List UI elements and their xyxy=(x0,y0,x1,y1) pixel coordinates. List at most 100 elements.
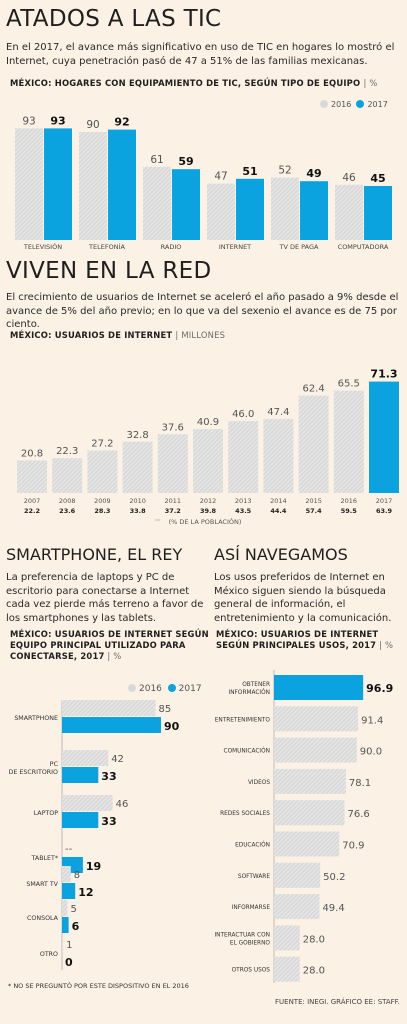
bar-2016 xyxy=(207,183,235,240)
section3-title: SMARTPHONE, EL REY xyxy=(6,545,183,564)
value-label-2017: 6 xyxy=(72,920,80,933)
bar-2016 xyxy=(62,936,64,952)
value-label-2017: 90 xyxy=(164,720,180,733)
percent-label: 33.8 xyxy=(130,507,147,515)
value-label-2016: 46 xyxy=(342,172,356,184)
value-label: 96.9 xyxy=(366,682,393,695)
value-label-2017: 19 xyxy=(86,860,101,873)
legend3-2016-label: 2016 xyxy=(139,684,162,694)
value-label: 27.2 xyxy=(91,439,113,450)
category-label: VIDEOS xyxy=(248,780,270,786)
category-label: EL GOBIERNO xyxy=(230,940,271,946)
section1-legend: 2016 2017 xyxy=(320,100,388,109)
bar-use xyxy=(274,768,346,794)
value-label: 71.3 xyxy=(370,368,397,381)
value-label-2016: -- xyxy=(65,844,73,855)
value-label: 65.5 xyxy=(338,379,360,390)
value-label: 47.4 xyxy=(267,407,289,418)
percent-label: 63.9 xyxy=(376,507,393,515)
category-label: TABLET* xyxy=(31,855,58,862)
percent-label: 23.6 xyxy=(59,507,76,515)
legend-2016-label: 2016 xyxy=(331,100,352,109)
category-label: OBTENER xyxy=(242,682,270,688)
source: FUENTE: INEGI. GRÁFICO EE: STAFF. xyxy=(275,998,400,1006)
section4-title: ASÍ NAVEGAMOS xyxy=(214,545,348,564)
section3-subtitle: MÉXICO: USUARIOS DE INTERNET SEGÚN EQUIP… xyxy=(10,629,209,661)
section3-text: La preferencia de laptops y PC de escrit… xyxy=(6,572,204,624)
percent-label: 59.5 xyxy=(341,507,358,515)
legend3-2016-swatch xyxy=(128,684,136,692)
bar-users xyxy=(87,450,118,493)
category-label: SOFTWARE xyxy=(238,874,270,880)
value-label-2017: 0 xyxy=(65,956,73,969)
bar-users xyxy=(298,395,329,493)
category-label: PC xyxy=(50,761,59,768)
category-label: OTRO xyxy=(40,951,58,958)
category-label: ENTRETENIMIENTO xyxy=(215,717,271,723)
percent-label: 28.3 xyxy=(94,507,110,515)
category-label: INTERACTUAR CON xyxy=(214,932,270,938)
value-label: 32.8 xyxy=(126,430,148,441)
bar-use xyxy=(274,925,300,951)
section4-subtitle-line2: SEGÚN PRINCIPALES USOS, 2017 xyxy=(216,640,377,650)
value-label-2016: 5 xyxy=(71,904,77,915)
bar-users xyxy=(263,418,294,493)
value-label-2016: 61 xyxy=(150,154,163,166)
bar-2016 xyxy=(62,750,109,766)
section2-text: El crecimiento de usuarios de Internet s… xyxy=(6,292,399,330)
section1-title: ATADOS A LAS TIC xyxy=(6,6,222,32)
value-label-2017: 51 xyxy=(242,165,257,178)
year-label: 2007 xyxy=(24,497,41,505)
value-label: 70.9 xyxy=(342,841,364,852)
percent-label: 44.4 xyxy=(270,507,287,515)
bar-users xyxy=(157,434,188,493)
category-label: REDES SOCIALES xyxy=(220,811,270,817)
legend3-2017-label: 2017 xyxy=(178,684,202,694)
section3-subtitle-line1: MÉXICO: USUARIOS DE INTERNET SEGÚN xyxy=(10,629,209,639)
section3-subtitle-line2: EQUIPO PRINCIPAL UTILIZADO PARA xyxy=(10,640,186,650)
bar-use xyxy=(274,862,321,888)
year-label: 2010 xyxy=(129,497,146,505)
year-label: 2015 xyxy=(305,497,322,505)
bar-2017 xyxy=(108,129,136,240)
value-label: 49.4 xyxy=(322,903,344,914)
bar-use xyxy=(274,956,300,982)
value-label-2016: 47 xyxy=(214,171,227,183)
section4-subtitle-line1: MÉXICO: USUARIOS DE INTERNET xyxy=(216,629,379,639)
value-label: 22.3 xyxy=(56,446,78,457)
value-label-2016: 42 xyxy=(111,754,124,765)
value-label: 40.9 xyxy=(197,417,219,428)
category-label: TELEFONÍA xyxy=(88,242,125,251)
bar-2017 xyxy=(172,169,200,240)
bar-users xyxy=(193,429,223,493)
section4-subtitle: MÉXICO: USUARIOS DE INTERNET SEGÚN PRINC… xyxy=(216,629,406,651)
bar-2016 xyxy=(62,866,71,882)
household-tic-chart: 93 93 TELEVISIÓN 90 92 TELEFONÍA 61 59 RADIO 47 51… xyxy=(15,114,392,251)
percent-caption: (% DE LA POBLACIÓN) xyxy=(169,517,242,526)
year-label: 2011 xyxy=(165,497,182,505)
bar-use xyxy=(274,675,364,700)
value-label-2016: 1 xyxy=(66,940,72,951)
percent-label: 57.4 xyxy=(306,507,323,515)
category-label: INTERNET xyxy=(219,243,251,251)
bar-2016 xyxy=(79,132,107,240)
category-label: COMPUTADORA xyxy=(338,243,389,251)
value-label-2017: 59 xyxy=(178,155,193,168)
value-label-2016: 8 xyxy=(74,870,80,881)
bar-2016 xyxy=(62,700,156,716)
bar-users xyxy=(17,460,47,493)
value-label-2017: 33 xyxy=(101,770,116,783)
value-label-2016: 85 xyxy=(159,704,172,715)
value-label-2016: 46 xyxy=(116,799,129,810)
bar-use xyxy=(274,831,340,857)
value-label: 37.6 xyxy=(162,422,184,433)
value-label: 28.0 xyxy=(303,966,325,977)
section2-subtitle-text: MÉXICO: USUARIOS DE INTERNET xyxy=(10,330,173,340)
bar-users xyxy=(52,458,83,493)
legend-2016-swatch xyxy=(320,100,328,108)
bar-users xyxy=(369,381,399,493)
value-label-2016: 52 xyxy=(278,165,291,177)
value-label: 50.2 xyxy=(323,872,345,883)
